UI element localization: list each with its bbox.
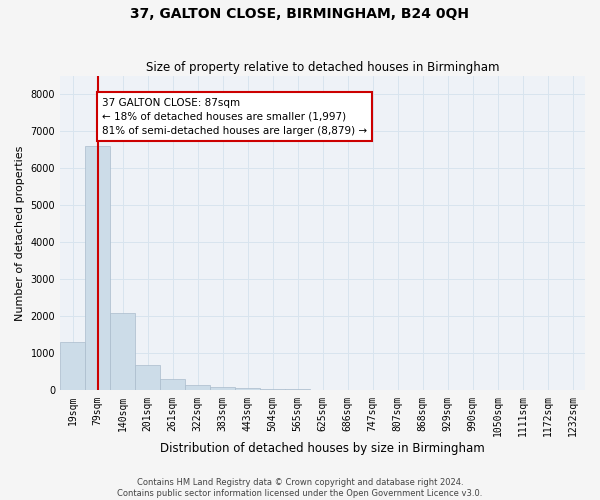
Bar [60, 342, 85, 390]
Bar [260, 388, 285, 390]
Bar [210, 387, 235, 390]
Bar [235, 388, 260, 390]
X-axis label: Distribution of detached houses by size in Birmingham: Distribution of detached houses by size … [160, 442, 485, 455]
Bar [185, 385, 210, 390]
Bar [285, 388, 310, 390]
Y-axis label: Number of detached properties: Number of detached properties [15, 146, 25, 321]
Bar [110, 312, 135, 390]
Bar [160, 380, 185, 390]
Text: 37, GALTON CLOSE, BIRMINGHAM, B24 0QH: 37, GALTON CLOSE, BIRMINGHAM, B24 0QH [131, 8, 470, 22]
Bar [85, 146, 110, 390]
Text: Contains HM Land Registry data © Crown copyright and database right 2024.
Contai: Contains HM Land Registry data © Crown c… [118, 478, 482, 498]
Title: Size of property relative to detached houses in Birmingham: Size of property relative to detached ho… [146, 62, 499, 74]
Text: 37 GALTON CLOSE: 87sqm
← 18% of detached houses are smaller (1,997)
81% of semi-: 37 GALTON CLOSE: 87sqm ← 18% of detached… [102, 98, 367, 136]
Bar [135, 364, 160, 390]
